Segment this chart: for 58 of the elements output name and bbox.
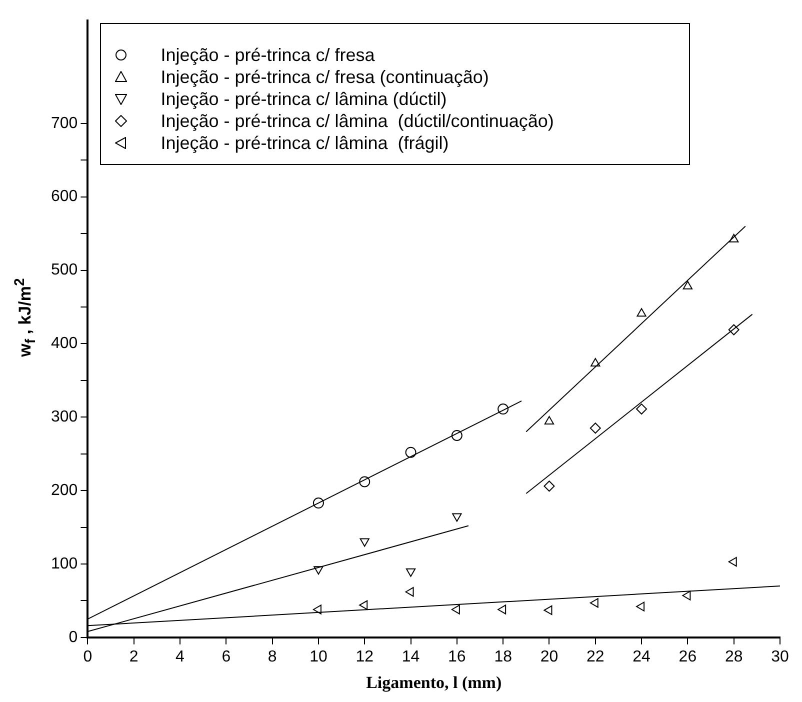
point	[636, 404, 648, 415]
point	[728, 556, 737, 567]
point	[544, 480, 555, 492]
x-tick-label: 6	[222, 648, 231, 666]
x-tick-label: 30	[771, 648, 789, 666]
point	[682, 280, 693, 290]
x-tick-label: 20	[540, 648, 558, 666]
y-tick-label: 700	[50, 114, 78, 132]
point	[728, 324, 740, 336]
legend-label: Injeção - pré-trinca c/ fresa	[160, 44, 375, 66]
y-tick-label: 500	[50, 262, 78, 279]
x-tick-label: 2	[129, 648, 138, 666]
point	[360, 538, 370, 547]
y-tick-label: 100	[50, 555, 78, 572]
point	[405, 587, 414, 597]
x-tick-label: 18	[494, 648, 512, 666]
x-axis-title: Ligamento, l (mm)	[366, 673, 502, 692]
legend-label: Injeção - pré-trinca c/ fresa (continuação)	[160, 66, 489, 88]
x-tick-label: 0	[83, 648, 92, 666]
x-tick-label: 24	[632, 648, 651, 666]
point	[544, 605, 552, 616]
y-tick-label: 300	[50, 408, 78, 426]
x-tick-label: 28	[724, 648, 743, 666]
x-tick-label: 12	[356, 648, 374, 666]
point	[498, 404, 509, 415]
point	[729, 234, 739, 242]
point	[498, 604, 506, 614]
x-tick-label: 22	[586, 648, 604, 666]
point	[590, 358, 600, 367]
legend-label: Injeção - pré-trinca c/ lâmina (dúctil)	[160, 88, 447, 110]
point	[636, 308, 646, 317]
point	[544, 416, 554, 425]
point	[451, 430, 462, 441]
point	[359, 476, 370, 488]
point	[636, 602, 645, 612]
point	[406, 568, 416, 577]
y-tick-label: 400	[50, 335, 78, 352]
x-tick-label: 4	[176, 648, 185, 666]
point	[312, 604, 322, 614]
x-tick-label: 10	[310, 648, 328, 666]
point	[451, 604, 460, 614]
point	[682, 590, 691, 600]
x-tick-label: 26	[678, 648, 697, 666]
legend-label: Injeção - pré-trinca c/ lâmina (dúctil/continuação)	[160, 110, 554, 132]
x-tick-label: 16	[448, 648, 466, 666]
y-tick-label: 0	[68, 628, 78, 646]
point	[590, 598, 598, 608]
point	[312, 498, 324, 509]
y-tick-label: 200	[50, 482, 78, 499]
point	[405, 446, 416, 458]
point	[452, 513, 462, 522]
x-tick-label: 8	[268, 648, 277, 666]
point	[314, 566, 324, 575]
point	[590, 422, 601, 434]
y-tick-label: 600	[50, 188, 78, 206]
point	[359, 600, 368, 610]
legend-label: Injeção - pré-trinca c/ lâmina (frágil)	[160, 132, 449, 154]
x-tick-label: 14	[402, 648, 420, 666]
